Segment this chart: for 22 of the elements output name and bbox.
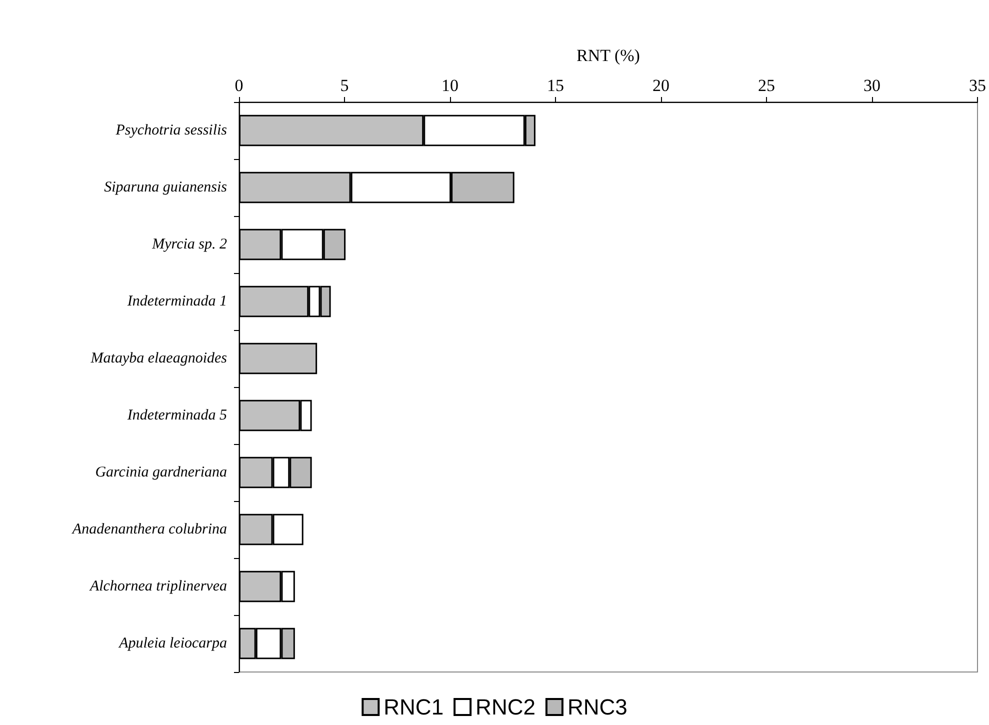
x-tick-label: 25 (758, 76, 775, 95)
x-tick-label: 30 (864, 76, 880, 95)
y-tick-label: Garcinia gardneriana (95, 464, 227, 480)
y-tick-label: Myrcia sp. 2 (151, 236, 228, 252)
legend-label: RNC1 (384, 694, 444, 720)
y-tick-label: Indeterminada 1 (126, 294, 227, 310)
y-tick-label: Apuleia leiocarpa (118, 636, 227, 652)
x-tick-label: 20 (652, 76, 670, 95)
x-tick-label: 10 (442, 76, 458, 95)
y-tick-label: Matayba elaeagnoides (90, 350, 228, 366)
x-tick-label: 5 (340, 76, 349, 95)
y-tick-label: Indeterminada 5 (126, 408, 228, 424)
legend-label: RNC3 (567, 694, 628, 720)
x-tick-label: 35 (969, 76, 986, 95)
legend-label: RNC2 (476, 694, 536, 720)
x-tick-label: 0 (234, 76, 244, 95)
y-tick-label: Anadenanthera colubrina (71, 522, 227, 538)
y-tick-label: Alchornea triplinervea (88, 578, 227, 594)
x-tick-label: 15 (547, 76, 564, 95)
y-tick-label: Siparuna guianensis (104, 180, 228, 196)
y-tick-label: Psychotria sessilis (114, 122, 228, 138)
x-axis-title: RNT (%) (576, 46, 640, 65)
